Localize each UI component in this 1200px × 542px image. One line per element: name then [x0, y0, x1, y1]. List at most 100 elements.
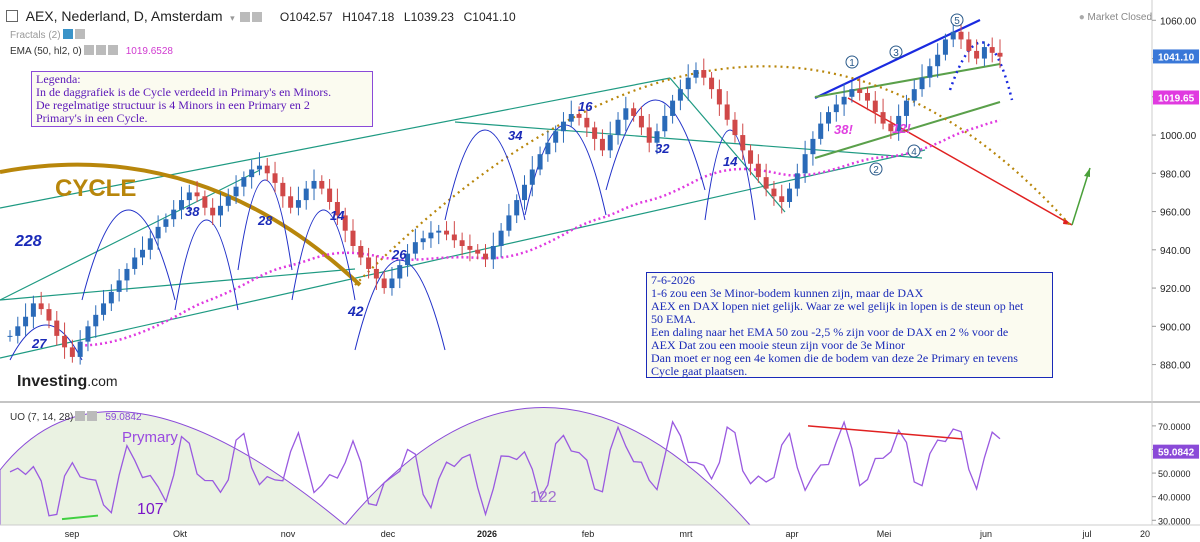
- ohlc-open: O1042.57: [279, 10, 333, 24]
- candle-body: [646, 127, 652, 143]
- candle-body: [163, 219, 169, 227]
- candle-body: [140, 249, 146, 258]
- uo-tick-label: 50.0000: [1158, 469, 1191, 479]
- candle-body: [903, 100, 909, 116]
- ohlc-close: C1041.10: [463, 10, 516, 24]
- minor-label: 34: [508, 128, 523, 143]
- candle-body: [514, 200, 520, 216]
- candle-body: [950, 31, 956, 40]
- candle-body: [864, 92, 870, 101]
- logo-main: Investing: [17, 373, 88, 390]
- candle-body: [23, 316, 29, 327]
- uo-line-path: [9, 420, 1001, 517]
- uo-value: 59.0842: [105, 412, 142, 423]
- candle-body: [755, 163, 761, 178]
- minor-arc: [444, 129, 526, 221]
- time-label: Mei: [877, 529, 892, 539]
- candle-body: [147, 238, 153, 250]
- candle-body: [303, 188, 309, 201]
- uo-eye-icon[interactable]: [75, 411, 86, 421]
- price-tick-label: 1000.00: [1160, 131, 1197, 142]
- candle-body: [545, 142, 551, 155]
- candle-body: [810, 138, 816, 155]
- candle-body: [373, 268, 379, 279]
- candle-body: [93, 314, 99, 327]
- ema-dotted-line: [80, 119, 1001, 347]
- uo-badge-bg: [1153, 444, 1199, 459]
- candle-body: [740, 135, 746, 151]
- candle-body: [981, 47, 987, 59]
- primary-label: 228: [14, 233, 42, 250]
- candle-body: [654, 131, 660, 143]
- header-hide-button[interactable]: [240, 12, 251, 22]
- candle-body: [732, 119, 738, 136]
- box-line: 50 EMA.: [651, 312, 696, 326]
- minor-arc: [237, 179, 293, 271]
- candle-body: [202, 196, 208, 208]
- uo-primary-fill: [0, 407, 752, 526]
- up-arrow-line: [1071, 167, 1091, 226]
- candle-body: [537, 154, 543, 170]
- legend-annotation-box: Legenda: In de daggrafiek is de Cycle ver…: [31, 71, 373, 127]
- uo-indicator[interactable]: UO (7, 14, 28) 59.0842: [10, 411, 142, 423]
- candle-body: [506, 215, 512, 231]
- time-label: Okt: [173, 529, 188, 539]
- minor-label: 14: [723, 154, 738, 169]
- minor-label: 14: [330, 208, 345, 223]
- ema-close-icon[interactable]: [107, 45, 118, 55]
- uo-tick-label: 40.0000: [1158, 493, 1191, 503]
- cycle-label: CYCLE: [55, 175, 136, 202]
- fractals-settings-icon[interactable]: [74, 29, 85, 39]
- candle-body: [358, 245, 364, 258]
- candle-body: [264, 165, 270, 174]
- wave-circle: [845, 55, 859, 69]
- time-label: dec: [381, 529, 396, 539]
- candle-body: [334, 202, 340, 216]
- candle-body: [748, 150, 754, 164]
- minor-arc: [9, 324, 83, 361]
- candle-body: [280, 182, 286, 197]
- time-label: apr: [785, 529, 798, 539]
- symbol-icon[interactable]: [6, 10, 18, 22]
- candle-body: [69, 347, 75, 357]
- cycle-arc: [0, 162, 362, 287]
- chart-header: AEX, Nederland, D, Amsterdam ▾ O1042.57 …: [6, 8, 516, 24]
- candle-body: [553, 131, 559, 143]
- candle-body: [171, 209, 177, 220]
- wave-circle: [950, 13, 964, 27]
- candle-body: [15, 326, 21, 336]
- candle-body: [818, 123, 824, 139]
- ema-settings-icon[interactable]: [95, 45, 106, 55]
- candle-body: [155, 226, 161, 239]
- note-annotation-box: 7-6-2026 1-6 zou een 3e Minor-bodem kunne…: [646, 272, 1053, 378]
- box-line: AEX Dat zou een mooie steun zijn voor de…: [651, 338, 905, 352]
- candle-body: [342, 215, 348, 231]
- candle-body: [249, 169, 255, 178]
- minor-label: 38: [185, 204, 200, 219]
- candle-body: [498, 230, 504, 246]
- wave-label: 5: [954, 16, 960, 27]
- wave-label: 1: [849, 58, 855, 69]
- fractals-indicator[interactable]: Fractals (2): [10, 29, 85, 41]
- candle-body: [709, 77, 715, 90]
- candle-body: [194, 192, 200, 197]
- candle-body: [210, 207, 216, 216]
- symbol-title[interactable]: AEX, Nederland, D, Amsterdam: [25, 8, 223, 24]
- ema-eye-icon[interactable]: [83, 45, 94, 55]
- uo-line: [9, 420, 1001, 521]
- uo-tick-label: 30.0000: [1158, 516, 1191, 526]
- time-label: nov: [281, 529, 296, 539]
- uo-divergence-line: [807, 425, 963, 440]
- candle-body: [30, 303, 36, 317]
- header-settings-button[interactable]: [252, 12, 263, 22]
- ema-label: EMA (50, hl2, 0): [10, 46, 82, 57]
- candle-body: [38, 303, 44, 310]
- uo-settings-icon[interactable]: [87, 411, 98, 421]
- header-dropdown-icon[interactable]: ▾: [230, 13, 235, 23]
- uo-green-mark: [61, 514, 99, 521]
- fractals-eye-icon[interactable]: [62, 29, 73, 39]
- wave-label: 4: [911, 147, 917, 158]
- ema-indicator[interactable]: EMA (50, hl2, 0) 1019.6528: [10, 45, 173, 57]
- wave-circle: [889, 45, 903, 59]
